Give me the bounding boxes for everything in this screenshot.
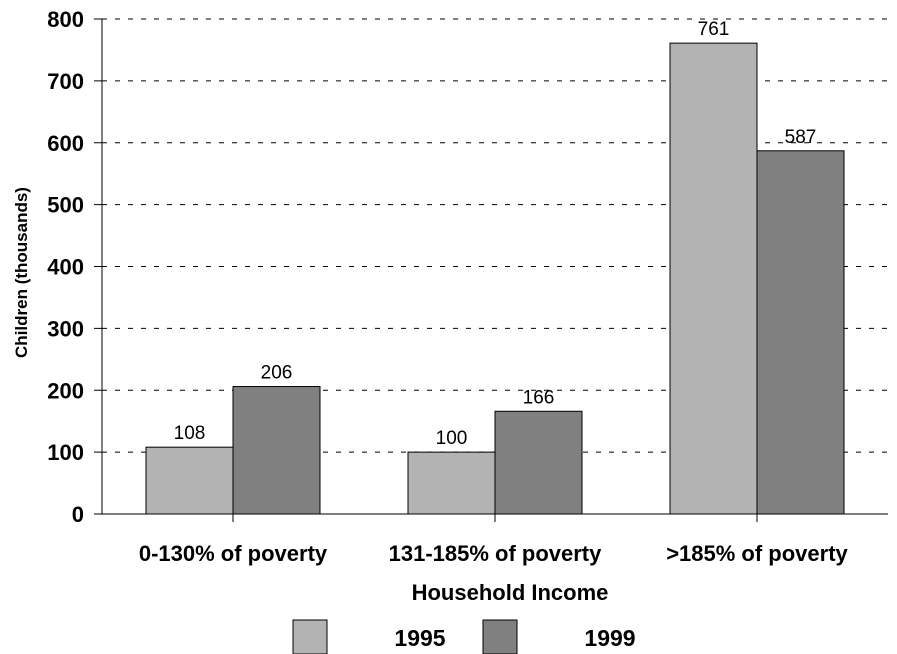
x-tick-label: 0-130% of poverty — [139, 541, 328, 566]
legend-swatch-1999 — [482, 619, 518, 654]
y-tick-label: 300 — [47, 316, 84, 341]
data-label: 108 — [174, 423, 206, 444]
y-tick-label: 800 — [47, 7, 84, 32]
bar-1995 — [145, 446, 234, 515]
legend-label: 1995 — [394, 625, 445, 651]
y-tick-label: 100 — [47, 440, 84, 465]
data-label: 761 — [698, 19, 730, 40]
y-tick-label: 700 — [47, 69, 84, 94]
bar-1995 — [407, 451, 496, 515]
bar-1995 — [669, 42, 758, 515]
bar-1999 — [494, 410, 583, 515]
data-label: 100 — [436, 428, 468, 449]
legend-swatch-1995 — [292, 619, 328, 654]
data-label: 166 — [523, 387, 555, 408]
y-tick-label: 0 — [72, 502, 84, 527]
bar-1999 — [232, 386, 321, 515]
legend: 1995 1999 — [292, 619, 636, 654]
bars — [145, 42, 845, 515]
bar-1999 — [756, 150, 845, 515]
data-labels: 108 206 100 166 761 587 — [174, 19, 817, 449]
y-tick-label: 200 — [47, 378, 84, 403]
x-axis-title: Household Income — [412, 580, 609, 605]
x-tick-label: >185% of poverty — [666, 541, 848, 566]
data-label: 587 — [785, 127, 817, 148]
y-tick-label: 500 — [47, 193, 84, 218]
x-tick-label: 131-185% of poverty — [389, 541, 603, 566]
y-axis-title: Children (thousands) — [12, 187, 31, 358]
y-tick-label: 600 — [47, 131, 84, 156]
y-tick-label: 400 — [47, 255, 84, 280]
data-label: 206 — [261, 363, 293, 384]
axes: 0 100 200 300 400 500 600 700 800 0-130% of pover… — [47, 7, 888, 566]
legend-label: 1999 — [584, 625, 635, 651]
